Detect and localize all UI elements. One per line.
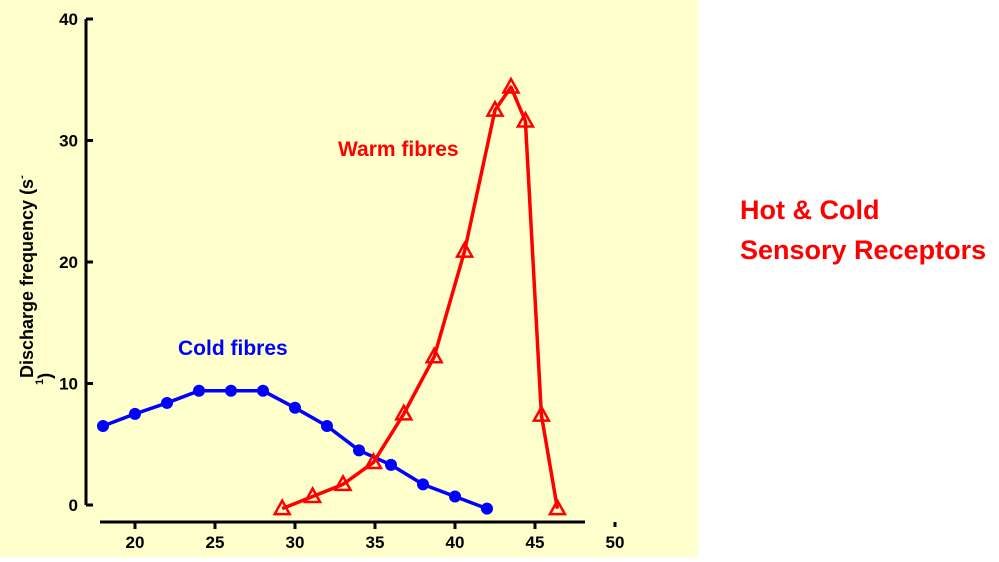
y-axis-label-sup2: 1 (34, 379, 46, 385)
y-axis-label-close: ) (35, 373, 55, 379)
warm-point (531, 404, 552, 422)
cold-point (417, 478, 429, 491)
y-axis-label: Discharge frequency (s- (16, 175, 37, 378)
warm-point (394, 403, 414, 421)
x-tick-label: 50 (606, 533, 625, 552)
y-tick-label: 20 (59, 253, 78, 272)
cold-fibres-label: Cold fibres (178, 337, 288, 360)
x-tick-label: 40 (446, 533, 465, 552)
cold-point (193, 384, 205, 397)
x-tick-label: 45 (526, 533, 545, 552)
cold-point (321, 420, 333, 433)
y-tick-label: 30 (59, 132, 78, 151)
warm-point (454, 240, 475, 258)
cold-point (481, 502, 493, 515)
warm-fibres-label: Warm fibres (338, 138, 459, 161)
warm-point (501, 76, 521, 94)
cold-point (353, 444, 365, 457)
cold-point (257, 384, 269, 397)
x-tick-label: 20 (126, 533, 145, 552)
cold-point (161, 396, 173, 409)
cold-point (97, 420, 109, 433)
warm-point (272, 498, 292, 516)
warm-point (485, 99, 505, 117)
y-tick-label: 0 (69, 496, 78, 515)
side-title: Hot & Cold Sensory Receptors (740, 190, 986, 270)
y-axis-label-sup: - (16, 175, 28, 179)
y-axis-label-main: Discharge frequency (s (17, 179, 37, 378)
plot-background (0, 0, 698, 557)
chart: 0 10 20 30 40 20 25 30 35 40 45 50 Discharge frequ… (0, 0, 698, 557)
warm-point (515, 110, 536, 128)
cold-point (225, 384, 237, 397)
y-tick-label: 10 (59, 375, 78, 394)
x-tick-label: 25 (206, 533, 225, 552)
x-tick-label: 30 (286, 533, 305, 552)
warm-point (424, 346, 444, 364)
y-axis-label-continued: 1) (34, 373, 55, 385)
cold-point (129, 407, 141, 420)
cold-point (385, 458, 397, 471)
cold-point (289, 401, 301, 414)
y-tick-label: 40 (59, 10, 78, 29)
cold-point (449, 490, 461, 503)
warm-point (363, 451, 384, 470)
side-title-line1: Hot & Cold (740, 195, 880, 225)
side-title-line2: Sensory Receptors (740, 235, 987, 265)
warm-point (302, 485, 323, 504)
chart-svg: 0 10 20 30 40 20 25 30 35 40 45 50 Discharge frequ… (0, 0, 698, 557)
warm-point (333, 473, 353, 492)
warm-point (547, 498, 568, 516)
x-tick-label: 35 (366, 533, 385, 552)
x-tick-mark (613, 522, 617, 527)
